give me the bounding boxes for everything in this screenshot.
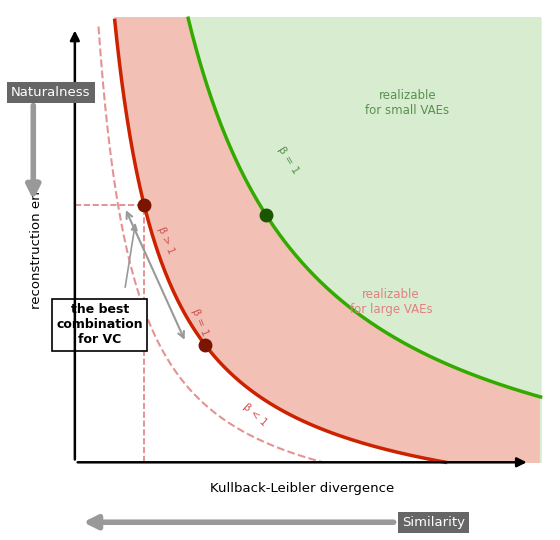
Text: realizable
for small VAEs: realizable for small VAEs [366, 89, 450, 117]
Text: realizable
for large VAEs: realizable for large VAEs [349, 288, 432, 316]
Polygon shape [188, 18, 540, 462]
Text: Similarity: Similarity [402, 516, 465, 529]
Text: the best
combination
for VC: the best combination for VC [57, 303, 143, 347]
Text: β > 1: β > 1 [156, 225, 176, 255]
Text: Naturalness: Naturalness [11, 86, 91, 99]
Text: reconstruction error: reconstruction error [30, 176, 43, 309]
Polygon shape [115, 18, 540, 462]
Text: β = 1: β = 1 [190, 307, 209, 338]
Text: Kullback-Leibler divergence: Kullback-Leibler divergence [210, 482, 394, 495]
Text: β = 1: β = 1 [276, 145, 301, 176]
Text: β < 1: β < 1 [241, 402, 269, 428]
